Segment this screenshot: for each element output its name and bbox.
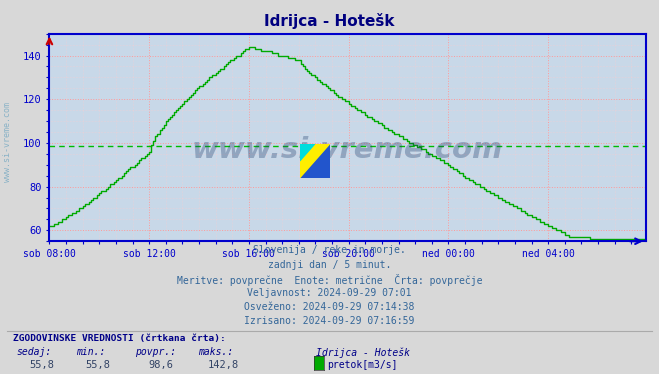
Text: Veljavnost: 2024-09-29 07:01: Veljavnost: 2024-09-29 07:01 xyxy=(247,288,412,298)
Text: Slovenija / reke in morje.: Slovenija / reke in morje. xyxy=(253,245,406,255)
Text: 55,8: 55,8 xyxy=(30,360,55,370)
Text: www.si-vreme.com: www.si-vreme.com xyxy=(3,102,13,182)
Text: Izrisano: 2024-09-29 07:16:59: Izrisano: 2024-09-29 07:16:59 xyxy=(244,316,415,326)
Polygon shape xyxy=(300,144,315,161)
Text: pretok[m3/s]: pretok[m3/s] xyxy=(328,360,398,370)
Text: 55,8: 55,8 xyxy=(86,360,111,370)
Text: sedaj:: sedaj: xyxy=(16,347,51,357)
Text: Meritve: povprečne  Enote: metrične  Črta: povprečje: Meritve: povprečne Enote: metrične Črta:… xyxy=(177,274,482,286)
Text: Idrijca - Hotešk: Idrijca - Hotešk xyxy=(316,347,411,358)
Text: www.si-vreme.com: www.si-vreme.com xyxy=(192,136,503,164)
Text: Osveženo: 2024-09-29 07:14:38: Osveženo: 2024-09-29 07:14:38 xyxy=(244,302,415,312)
Polygon shape xyxy=(300,144,330,178)
Text: min.:: min.: xyxy=(76,347,105,357)
Text: ZGODOVINSKE VREDNOSTI (črtkana črta):: ZGODOVINSKE VREDNOSTI (črtkana črta): xyxy=(13,334,226,343)
Text: povpr.:: povpr.: xyxy=(135,347,176,357)
Text: zadnji dan / 5 minut.: zadnji dan / 5 minut. xyxy=(268,260,391,270)
Text: 142,8: 142,8 xyxy=(208,360,239,370)
Text: 98,6: 98,6 xyxy=(148,360,173,370)
Text: Idrijca - Hotešk: Idrijca - Hotešk xyxy=(264,13,395,29)
Text: maks.:: maks.: xyxy=(198,347,233,357)
